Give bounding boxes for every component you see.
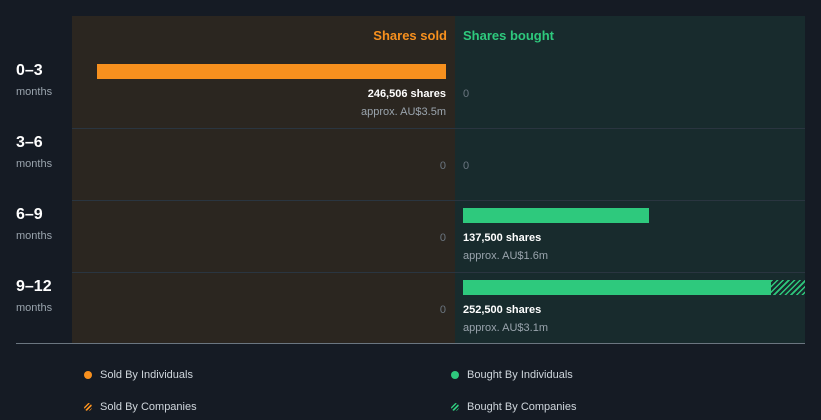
- legend-sold-individuals: Sold By Individuals: [84, 369, 193, 381]
- legend-dot-icon: [84, 371, 92, 379]
- sold-zero-label: 0: [439, 160, 446, 172]
- legend-hatch-icon: [451, 403, 459, 411]
- period-unit: months: [16, 158, 53, 170]
- bought-zero-label: 0: [463, 160, 470, 172]
- row-divider: [72, 128, 805, 129]
- legend-label: Sold By Individuals: [100, 369, 193, 381]
- bought-approx-label: approx. AU$3.1m: [463, 322, 548, 334]
- legend-dot-icon: [451, 371, 459, 379]
- bought-zero-label: 0: [463, 88, 470, 100]
- sold-zero-label: 0: [439, 304, 446, 316]
- legend-sold-companies: Sold By Companies: [84, 401, 197, 413]
- bought-approx-label: approx. AU$1.6m: [463, 250, 548, 262]
- row-divider: [72, 272, 805, 273]
- sold-bar: [97, 64, 446, 79]
- period-label: 6–9: [16, 206, 43, 223]
- sold-zero-label: 0: [439, 232, 446, 244]
- period-label: 0–3: [16, 62, 43, 79]
- legend-label: Sold By Companies: [100, 401, 197, 413]
- legend-label: Bought By Individuals: [467, 369, 573, 381]
- legend-bought-companies: Bought By Companies: [451, 401, 576, 413]
- bought-companies-bar: [770, 280, 805, 295]
- shares-sold-header: Shares sold: [373, 28, 447, 43]
- period-unit: months: [16, 86, 53, 98]
- period-unit: months: [16, 230, 53, 242]
- shares-bought-header: Shares bought: [463, 28, 555, 43]
- period-unit: months: [16, 302, 53, 314]
- row-divider: [72, 200, 805, 201]
- bought-shares-label: 137,500 shares: [463, 232, 542, 244]
- bought-shares-label: 252,500 shares: [463, 304, 542, 316]
- period-label: 3–6: [16, 134, 43, 151]
- bought-bar: [463, 208, 650, 223]
- chart-baseline: [16, 343, 805, 344]
- bought-bar: [463, 280, 771, 295]
- legend-bought-individuals: Bought By Individuals: [451, 369, 573, 381]
- sold-approx-label: approx. AU$3.5m: [361, 106, 446, 118]
- period-label: 9–12: [16, 278, 52, 295]
- legend-hatch-icon: [84, 403, 92, 411]
- sold-shares-label: 246,506 shares: [367, 88, 446, 100]
- legend-label: Bought By Companies: [467, 401, 577, 413]
